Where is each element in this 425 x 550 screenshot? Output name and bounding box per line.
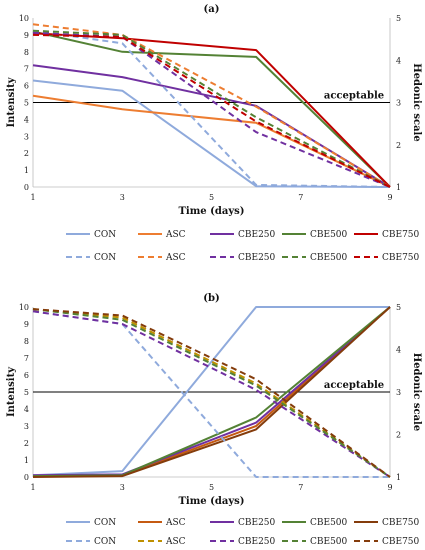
panel-a-series-asc-solid	[32, 94, 391, 188]
panel-b-y-tick-label: 0	[24, 473, 29, 482]
panel-b-legend-label-con-dashed: CON	[94, 537, 116, 547]
panel-b-acceptable-label: acceptable	[324, 380, 384, 391]
panel-b-y2-axis-label: Hedonic scale	[411, 353, 422, 431]
panel-b-x-tick-label: 3	[120, 483, 125, 492]
panel-a-acceptable-label: acceptable	[324, 91, 384, 102]
panel-a-y-axis-label: Intensity	[6, 76, 17, 127]
panel-b-legend-label-asc-solid: ASC	[165, 518, 186, 528]
panel-b-title: (b)	[203, 293, 219, 304]
panel-b-y-axis-label: Intensity	[6, 366, 17, 417]
panel-b-series-cbe250-dashed	[32, 310, 391, 478]
panel-b-x-tick-label: 1	[30, 483, 35, 492]
panel-a-series-cbe500-dashed	[32, 29, 391, 188]
panel-b-series-cbe750-dashed	[32, 308, 391, 478]
panel-a-legend-label-cbe500-dashed: CBE500	[310, 253, 348, 263]
panel-a-y-tick-label: 4	[24, 115, 29, 124]
panel-a-series-cbe750-dashed	[32, 33, 391, 188]
panel-b-x-tick-label: 7	[298, 483, 303, 492]
panel-a-legend-label-cbe250-dashed: CBE250	[238, 253, 276, 263]
panel-a-y-tick-label: 9	[24, 31, 29, 40]
panel-a-series-cbe250-solid	[32, 64, 391, 188]
panel-a-x-tick-label: 3	[120, 193, 125, 202]
panel-b-y2-tick-label: 5	[396, 303, 401, 312]
panel-a-series-cbe750-solid	[32, 32, 391, 188]
panel-b-x-tick-label: 5	[209, 483, 214, 492]
panel-b-series-con-solid	[32, 306, 390, 477]
panel-b-y-tick-label: 6	[24, 371, 29, 380]
panel-a-y2-tick-label: 5	[396, 14, 401, 23]
panel-b-y2-tick-label: 1	[396, 473, 401, 482]
panel-a-y-tick-label: 6	[24, 82, 29, 91]
panel-a-series-cbe250-dashed	[32, 31, 391, 188]
panel-b-y-tick-label: 10	[19, 303, 29, 312]
panel-a-legend-label-cbe500-solid: CBE500	[310, 230, 348, 240]
panel-b-legend-label-con-solid: CON	[94, 518, 116, 528]
panel-b-y-tick-label: 4	[24, 405, 29, 414]
panel-a-y-tick-label: 7	[24, 65, 29, 74]
panel-b-y2-tick-label: 4	[396, 346, 401, 355]
panel-b-series-cbe500-dashed	[32, 308, 391, 478]
panel-a-y-tick-label: 0	[24, 183, 29, 192]
panel-b-series-asc-dashed	[32, 308, 391, 478]
panel-b-series-cbe750-solid	[32, 306, 391, 478]
panel-a-y-tick-label: 3	[24, 132, 29, 141]
panel-a-y2-tick-label: 3	[396, 99, 401, 108]
panel-a-legend-label-con-dashed: CON	[94, 253, 116, 263]
panel-a-y-tick-label: 8	[24, 48, 29, 57]
panel-b-legend-label-cbe500-dashed: CBE500	[310, 537, 348, 547]
panel-a-x-tick-label: 7	[298, 193, 303, 202]
panel-a-legend-label-cbe750-solid: CBE750	[382, 230, 420, 240]
panel-b-legend-label-cbe250-solid: CBE250	[238, 518, 276, 528]
panel-a-x-tick-label: 1	[30, 193, 35, 202]
panel-b-y-tick-label: 7	[24, 354, 29, 363]
panel-a-series-asc-dashed	[32, 23, 391, 188]
panel-b-x-axis-label: Time (days)	[178, 496, 244, 507]
panel-a-x-tick-label: 9	[387, 193, 392, 202]
panel-a-legend-label-cbe250-solid: CBE250	[238, 230, 276, 240]
panel-a-legend-label-cbe750-dashed: CBE750	[382, 253, 420, 263]
panel-b-y2-tick-label: 2	[396, 431, 401, 440]
panel-b-y-tick-label: 3	[24, 422, 29, 431]
panel-b-y-tick-label: 5	[24, 388, 29, 397]
panel-a-y2-axis-label: Hedonic scale	[411, 63, 422, 141]
panel-b-legend-label-asc-dashed: ASC	[165, 537, 186, 547]
panel-a-y2-tick-label: 4	[396, 56, 401, 65]
panel-a-x-tick-label: 5	[209, 193, 214, 202]
panel-a-legend-label-con-solid: CON	[94, 230, 116, 240]
panel-a-y2-tick-label: 1	[396, 183, 401, 192]
panel-b-y2-tick-label: 3	[396, 388, 401, 397]
panel-a-legend-label-asc-dashed: ASC	[165, 253, 186, 263]
panel-b-legend-label-cbe750-solid: CBE750	[382, 518, 420, 528]
panel-b-y-tick-label: 2	[24, 439, 29, 448]
panel-b-x-tick-label: 9	[387, 483, 392, 492]
panel-a-y-tick-label: 1	[24, 166, 29, 175]
panel-a-y2-tick-label: 2	[396, 141, 401, 150]
panel-a-y-tick-label: 2	[24, 149, 29, 158]
panel-b-legend-label-cbe500-solid: CBE500	[310, 518, 348, 528]
panel-a-title: (a)	[204, 4, 220, 15]
panel-a-legend-label-asc-solid: ASC	[165, 230, 186, 240]
panel-a-y-tick-label: 10	[19, 14, 29, 23]
panel-b-y-tick-label: 8	[24, 337, 29, 346]
panel-b-series-con-dashed	[32, 310, 390, 478]
panel-a-series-con-dashed	[32, 29, 391, 188]
panel-a-series-cbe500-solid	[32, 30, 391, 188]
panel-a-x-axis-label: Time (days)	[178, 206, 244, 217]
panel-b-y-tick-label: 9	[24, 320, 29, 329]
panel-b-legend-label-cbe250-dashed: CBE250	[238, 537, 276, 547]
panel-b-y-tick-label: 1	[24, 456, 29, 465]
panel-a-y-tick-label: 5	[24, 99, 29, 108]
panel-b-series-cbe250-solid	[32, 306, 391, 477]
panel-b-legend-label-cbe750-dashed: CBE750	[382, 537, 420, 547]
